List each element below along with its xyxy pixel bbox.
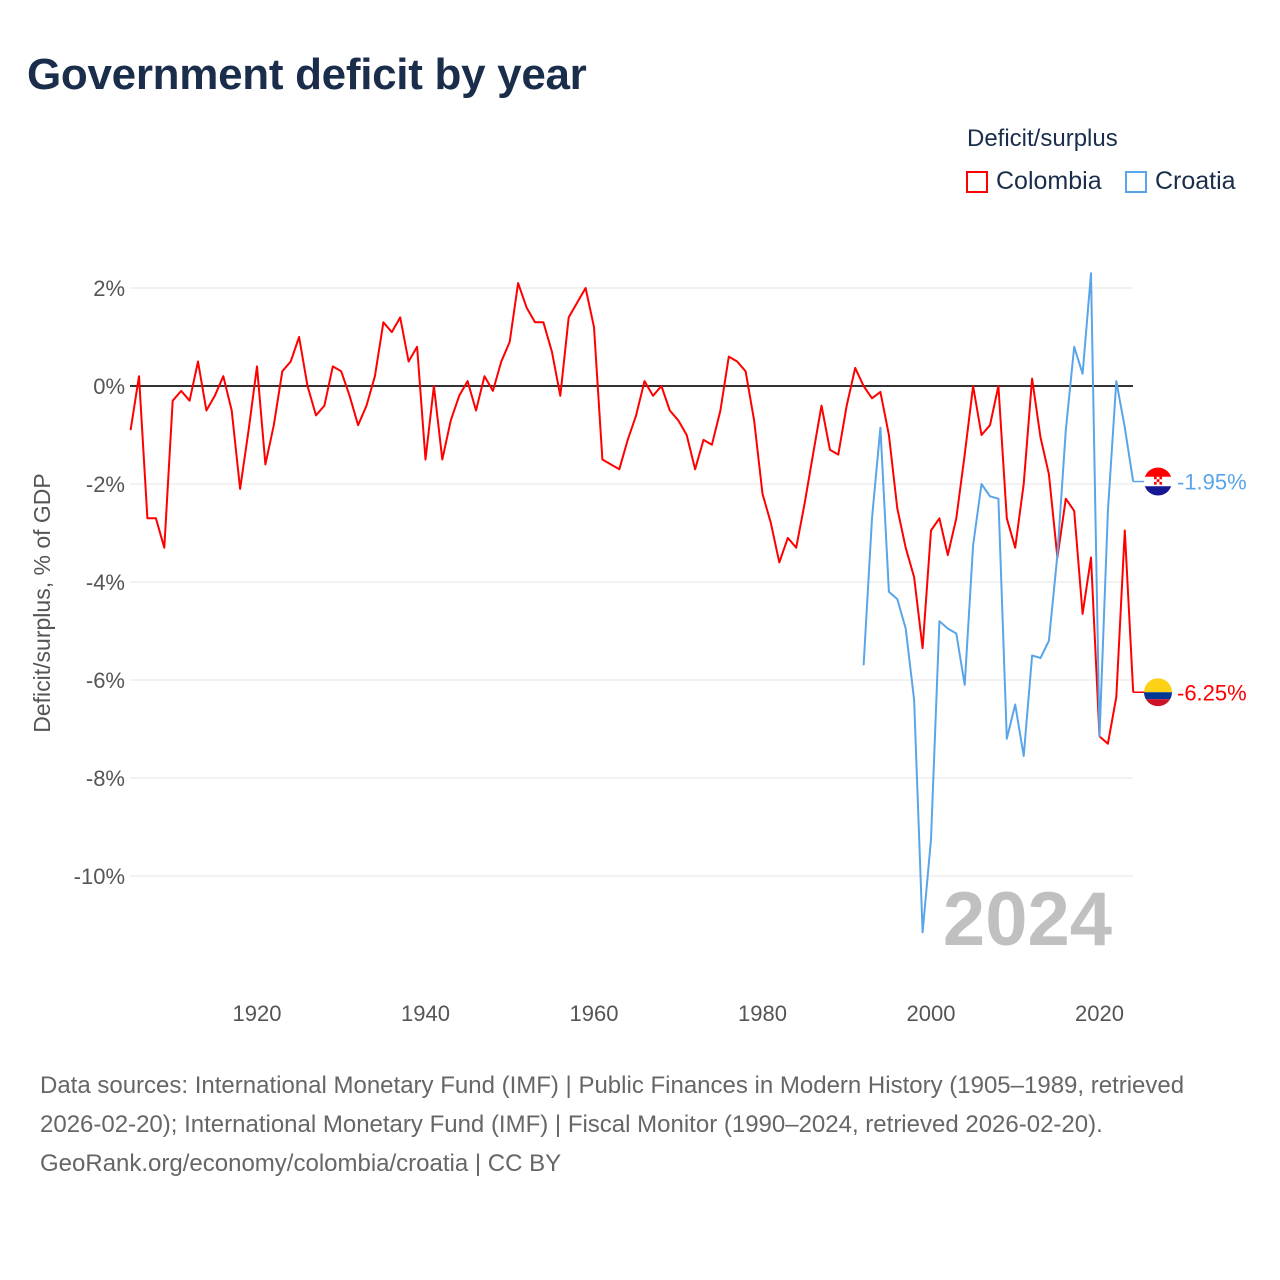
- grid: [130, 287, 1133, 877]
- y-tick-label: -10%: [74, 864, 125, 889]
- legend-swatch-colombia: [966, 170, 988, 193]
- x-tick-label: 1920: [232, 1001, 281, 1026]
- legend-title: Deficit/surplus: [967, 125, 1118, 152]
- end-value-label-colombia: -6.25%: [1177, 680, 1247, 705]
- y-tick-label: 0%: [93, 374, 125, 399]
- series-line-croatia: [862, 272, 1135, 934]
- x-tick-label: 1960: [569, 1001, 618, 1026]
- x-axis: 1920 1940 1960 1980 2000 2020: [232, 1001, 1123, 1026]
- footer: Data sources: International Monetary Fun…: [40, 1066, 1240, 1183]
- year-watermark: 2024: [943, 877, 1112, 962]
- legend-label-colombia: Colombia: [996, 167, 1102, 195]
- y-tick-label: -2%: [86, 472, 125, 497]
- legend-item-colombia[interactable]: Colombia: [966, 167, 1102, 196]
- legend-label-croatia: Croatia: [1155, 167, 1236, 195]
- colombia-flag-icon: [1144, 678, 1172, 707]
- series-line-colombia: [129, 282, 1135, 745]
- y-tick-label: -6%: [86, 668, 125, 693]
- line-chart: 2024 Deficit/surplus, % of GDP 1920 1940 1…: [29, 272, 1247, 1026]
- credit-link[interactable]: GeoRank.org/economy/colombia/croatia | C…: [40, 1150, 562, 1177]
- x-tick-label: 2020: [1075, 1001, 1124, 1026]
- y-axis-label: Deficit/surplus, % of GDP: [29, 473, 55, 732]
- x-tick-label: 2000: [906, 1001, 955, 1026]
- legend-item-croatia[interactable]: Croatia: [1125, 167, 1236, 196]
- y-tick-label: -8%: [86, 766, 125, 791]
- croatia-flag-icon: [1144, 467, 1172, 496]
- legend-swatch-croatia: [1125, 170, 1147, 193]
- chart-title: Government deficit by year: [27, 50, 587, 99]
- y-tick-label: 2%: [93, 276, 125, 301]
- y-tick-label: -4%: [86, 570, 125, 595]
- data-sources: Data sources: International Monetary Fun…: [40, 1072, 1185, 1138]
- y-axis: 2% 0% -2% -4% -6% -8% -10%: [74, 276, 125, 889]
- x-tick-label: 1940: [401, 1001, 450, 1026]
- end-value-label-croatia: -1.95%: [1177, 470, 1247, 495]
- x-tick-label: 1980: [738, 1001, 787, 1026]
